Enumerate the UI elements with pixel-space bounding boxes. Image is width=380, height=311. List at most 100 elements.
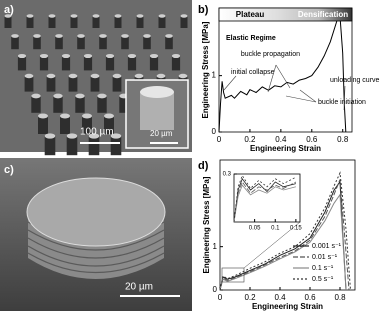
pillar — [44, 136, 56, 156]
pillar — [60, 116, 70, 134]
x-tick-label: 0.2 — [244, 293, 256, 302]
pillar — [83, 56, 93, 71]
pillar-top — [4, 14, 12, 18]
x-tick-label: 0.4 — [274, 293, 286, 302]
data-line — [233, 177, 296, 223]
pillar-top — [44, 133, 56, 139]
pillar — [114, 16, 122, 28]
pillar-top — [121, 34, 129, 38]
pillar — [88, 136, 100, 156]
scale-bar-label: 20 µm — [150, 129, 173, 138]
pillar-top — [11, 34, 19, 38]
data-line — [219, 193, 347, 291]
annotation: buckle initiation — [318, 99, 366, 106]
annotation: buckle propagation — [241, 51, 300, 58]
pillar-top — [136, 14, 144, 18]
legend-label: 0.5 s⁻¹ — [312, 276, 334, 283]
pillar — [90, 76, 100, 92]
pillar — [104, 116, 114, 134]
pillar — [48, 16, 56, 28]
pillar-top — [68, 73, 78, 79]
x-tick-label: 0 — [218, 293, 223, 302]
band-label: Plateau — [236, 10, 265, 19]
pillar — [140, 92, 174, 130]
pillar-top — [48, 14, 56, 18]
pillar — [171, 56, 181, 71]
pillar-top — [70, 14, 78, 18]
y-tick-label: 1 — [213, 242, 218, 251]
pillar — [55, 36, 63, 50]
y-tick-label: 0 — [212, 127, 217, 136]
pillar-top — [77, 34, 85, 38]
sem-image-c — [0, 158, 192, 311]
pillar — [97, 96, 107, 113]
panel-label: b) — [198, 4, 209, 16]
pillar-top — [156, 73, 166, 79]
zoom-pointer — [243, 221, 301, 269]
pillar-top — [112, 73, 122, 79]
y-axis-label: Engineering Stress [MPa] — [202, 176, 211, 273]
x-tick-label: 0.15 — [290, 226, 302, 232]
pillar-top — [92, 14, 100, 18]
x-tick-label: 0.05 — [249, 226, 261, 232]
pointer — [267, 64, 277, 93]
pillar — [180, 16, 188, 28]
pillar — [46, 76, 56, 92]
pillar — [39, 56, 49, 71]
x-tick-label: 0.4 — [275, 135, 287, 144]
pointer — [223, 75, 237, 91]
pillar-top — [55, 34, 63, 38]
pointer — [299, 89, 317, 103]
pillar-top — [82, 113, 92, 119]
scale-bar-label: 100 µm — [80, 127, 114, 138]
pillar-top — [31, 93, 41, 99]
pillar — [112, 76, 122, 92]
pillar-top — [104, 113, 114, 119]
pillar-top — [143, 34, 151, 38]
pillar — [75, 96, 85, 113]
pillar — [121, 36, 129, 50]
data-line — [219, 171, 351, 291]
pillar — [33, 36, 41, 50]
pillar-top — [105, 53, 115, 59]
pillar — [11, 36, 19, 50]
x-axis-label: Engineering Strain — [250, 144, 321, 153]
pillar — [38, 116, 48, 134]
pointer — [275, 64, 291, 89]
pillar — [17, 56, 27, 71]
pointer — [285, 95, 317, 103]
x-tick-label: 0.2 — [244, 135, 256, 144]
x-tick-label: 0.8 — [337, 135, 349, 144]
pillar-top — [180, 14, 188, 18]
y-axis-label: Engineering Stress [MPa] — [201, 21, 210, 118]
pillar-top — [38, 113, 48, 119]
pillar-top — [61, 53, 71, 59]
x-tick-label: 0.8 — [334, 293, 346, 302]
x-tick-label: 0.6 — [306, 135, 318, 144]
legend-label: 0.01 s⁻¹ — [312, 254, 338, 261]
pillar — [31, 96, 41, 113]
pillar — [24, 76, 34, 92]
pillar-top — [171, 53, 181, 59]
pillar-top — [114, 14, 122, 18]
data-line — [233, 184, 296, 223]
annotation: initial collapse — [231, 69, 275, 76]
pillar — [127, 56, 137, 71]
zoom-box — [221, 267, 245, 283]
pillar-top — [97, 93, 107, 99]
y-tick-label: 0.3 — [223, 172, 232, 178]
legend-label: 0.1 s⁻¹ — [312, 265, 334, 272]
pillar — [70, 16, 78, 28]
pillar-top — [53, 93, 63, 99]
pillar-top — [46, 73, 56, 79]
pillar-top — [33, 34, 41, 38]
pillar-top — [127, 53, 137, 59]
pillar — [66, 136, 78, 156]
pillar-top — [66, 133, 78, 139]
annotation: Elastic Regime — [226, 35, 276, 42]
x-tick-label: 0.6 — [304, 293, 316, 302]
pillar-top — [149, 53, 159, 59]
pillar-top — [90, 73, 100, 79]
annotation: unloading curve — [330, 77, 380, 84]
pillar-top — [99, 34, 107, 38]
